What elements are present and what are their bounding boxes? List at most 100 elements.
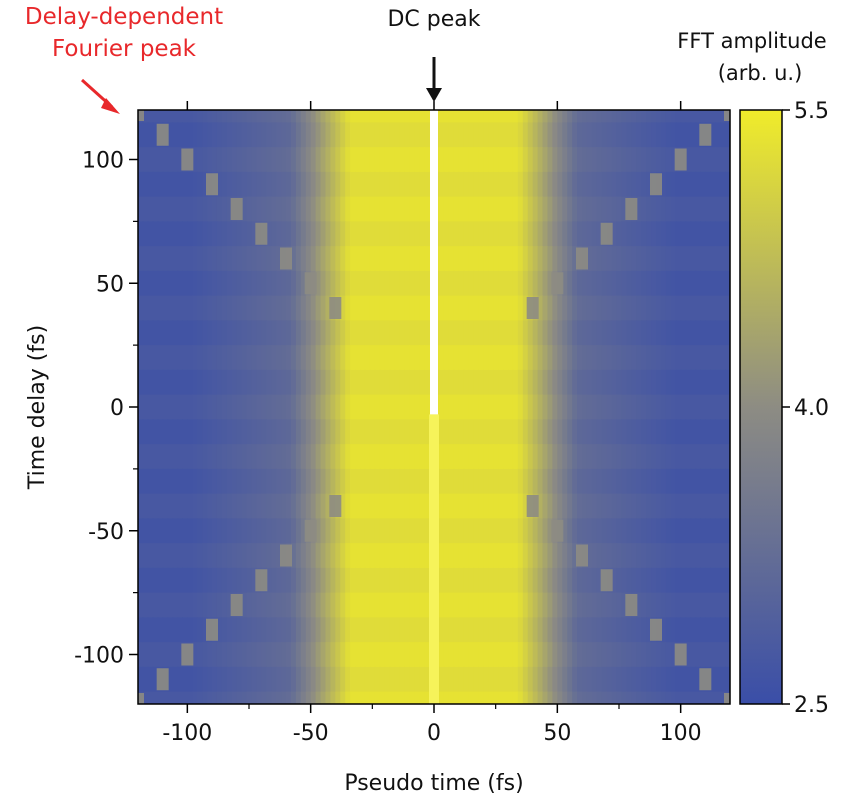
dc-peak-lower	[429, 414, 439, 704]
heatmap-cell	[340, 468, 346, 495]
heatmap-cell	[261, 270, 267, 297]
heatmap-cell	[172, 147, 179, 173]
heatmap-cell	[577, 295, 583, 321]
heatmap-cell	[710, 221, 716, 247]
heatmap-cell	[266, 320, 272, 346]
heatmap-cell	[557, 122, 563, 148]
heatmap-cell	[631, 369, 637, 396]
heatmap-cell	[606, 147, 613, 173]
heatmap-cell	[562, 147, 568, 173]
heatmap-cell	[498, 221, 504, 247]
dc-peak-label: DC peak	[387, 7, 480, 32]
heatmap-cell	[690, 419, 697, 445]
fourier-peak-mark	[156, 123, 169, 146]
heatmap-cell	[517, 345, 524, 371]
heatmap-cell	[463, 345, 470, 371]
heatmap-cell	[626, 110, 632, 123]
fourier-peak-mark	[138, 693, 144, 704]
heatmap-cell	[399, 369, 405, 396]
heatmap-cell	[414, 196, 420, 222]
heatmap-cell	[276, 592, 282, 618]
heatmap-cell	[660, 493, 667, 519]
heatmap-cell	[527, 196, 534, 222]
heatmap-cell	[710, 518, 716, 544]
heatmap-cell	[177, 369, 183, 396]
heatmap-cell	[591, 642, 598, 668]
heatmap-cell	[675, 246, 682, 272]
heatmap-cell	[226, 567, 233, 594]
heatmap-cell	[374, 642, 381, 668]
heatmap-cell	[463, 110, 470, 123]
heatmap-cell	[680, 295, 687, 321]
heatmap-cell	[448, 270, 455, 297]
heatmap-cell	[522, 196, 529, 222]
heatmap-cell	[582, 221, 588, 247]
heatmap-cell	[646, 196, 652, 222]
heatmap-cell	[350, 493, 356, 519]
heatmap-cell	[424, 592, 430, 618]
heatmap-cell	[705, 196, 711, 222]
heatmap-cell	[690, 369, 697, 396]
heatmap-cell	[621, 196, 627, 222]
heatmap-cell	[463, 592, 470, 618]
heatmap-cell	[192, 320, 198, 346]
heatmap-cell	[448, 196, 455, 222]
heatmap-cell	[330, 543, 336, 569]
heatmap-cell	[384, 468, 391, 495]
heatmap-cell	[636, 493, 642, 519]
heatmap-cell	[177, 642, 183, 668]
heatmap-cell	[360, 147, 366, 173]
heatmap-cell	[621, 666, 627, 693]
heatmap-cell	[192, 543, 198, 569]
heatmap-cell	[394, 171, 401, 198]
heatmap-cell	[710, 369, 716, 396]
heatmap-cell	[152, 110, 159, 123]
heatmap-cell	[419, 543, 425, 569]
heatmap-cell	[369, 617, 376, 643]
heatmap-cell	[705, 147, 711, 173]
heatmap-cell	[310, 419, 317, 445]
heatmap-cell	[468, 320, 475, 346]
heatmap-cell	[246, 246, 253, 272]
heatmap-cell	[369, 147, 376, 173]
heatmap-cell	[325, 345, 331, 371]
heatmap-cell	[458, 110, 465, 123]
heatmap-cell	[641, 246, 647, 272]
heatmap-cell	[680, 419, 687, 445]
heatmap-cell	[295, 617, 302, 643]
heatmap-cell	[246, 196, 253, 222]
heatmap-cell	[384, 543, 391, 569]
heatmap-cell	[636, 196, 642, 222]
heatmap-cell	[665, 110, 672, 123]
heatmap-cell	[458, 617, 465, 643]
heatmap-cell	[256, 592, 262, 618]
heatmap-cell	[577, 270, 583, 297]
heatmap-cell	[705, 592, 711, 618]
heatmap-cell	[345, 419, 351, 445]
heatmap-cell	[695, 345, 701, 371]
heatmap-cell	[212, 345, 218, 371]
heatmap-cell	[379, 394, 386, 420]
heatmap-cell	[192, 691, 198, 704]
heatmap-cell	[547, 642, 553, 668]
heatmap-cell	[473, 110, 479, 123]
heatmap-cell	[503, 468, 509, 495]
heatmap-cell	[320, 295, 327, 321]
heatmap-cell	[212, 691, 218, 704]
heatmap-cell	[685, 394, 692, 420]
heatmap-cell	[596, 468, 603, 495]
heatmap-cell	[532, 518, 539, 544]
heatmap-cell	[345, 171, 351, 198]
heatmap-cell	[276, 369, 282, 396]
heatmap-cell	[241, 468, 248, 495]
heatmap-cell	[221, 444, 228, 470]
heatmap-cell	[680, 246, 687, 272]
heatmap-cell	[399, 567, 405, 594]
heatmap-cell	[572, 493, 578, 519]
heatmap-cell	[399, 394, 405, 420]
heatmap-cell	[404, 642, 410, 668]
heatmap-cell	[463, 122, 470, 148]
heatmap-cell	[394, 617, 401, 643]
heatmap-cell	[271, 122, 277, 148]
heatmap-cell	[216, 196, 223, 222]
